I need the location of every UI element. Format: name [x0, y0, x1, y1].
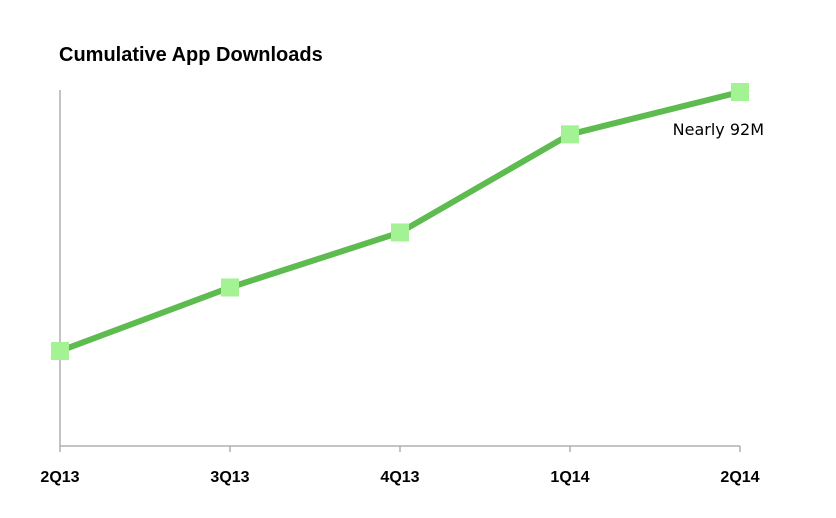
data-point-3Q13	[221, 278, 239, 297]
x-tick-label: 1Q14	[550, 469, 589, 486]
x-tick-label: 2Q14	[720, 469, 759, 486]
x-tick-label: 3Q13	[210, 469, 249, 486]
annotation-label: Nearly 92M	[673, 120, 764, 139]
x-tick-label: 2Q13	[40, 469, 79, 486]
series-line	[58, 89, 741, 354]
data-point-2Q13	[51, 341, 69, 360]
data-point-4Q13	[391, 223, 409, 242]
data-point-2Q14	[731, 83, 749, 101]
chart-title: Cumulative App Downloads	[59, 44, 323, 66]
data-point-1Q14	[561, 125, 579, 144]
x-tick-label: 4Q13	[380, 469, 419, 486]
